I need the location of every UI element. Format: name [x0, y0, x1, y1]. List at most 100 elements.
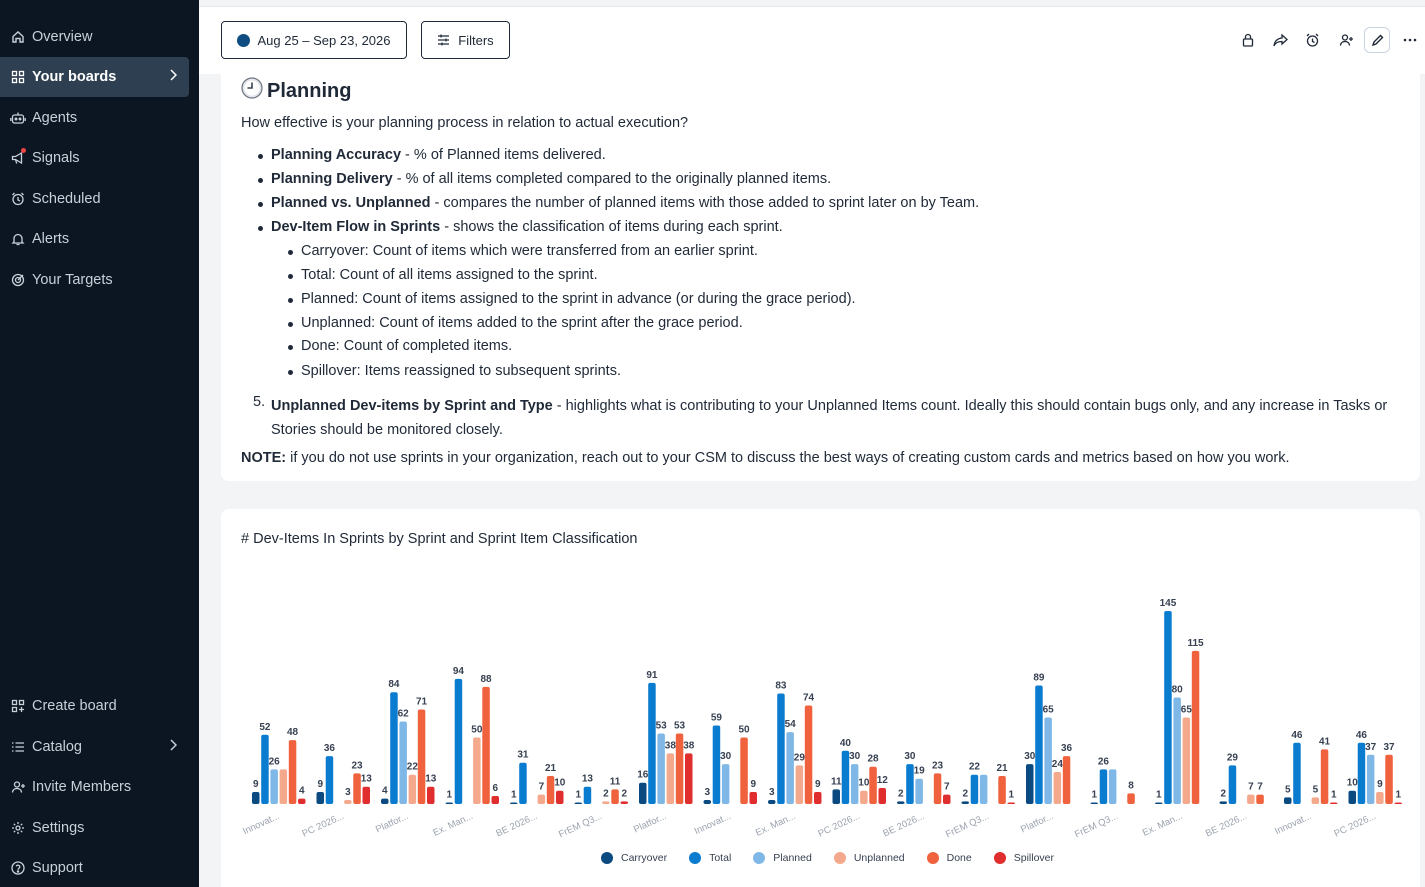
bar-planned[interactable] [721, 764, 730, 804]
bar-total[interactable] [1099, 769, 1108, 804]
bar-carryover[interactable] [768, 800, 776, 804]
bar-spillover[interactable] [362, 786, 371, 804]
bar-carryover[interactable] [445, 802, 454, 805]
bar-spillover[interactable] [685, 753, 693, 804]
bar-carryover[interactable] [897, 801, 905, 804]
bar-spillover[interactable] [427, 786, 435, 804]
bar-spillover[interactable] [814, 792, 822, 804]
bar-done[interactable] [1062, 756, 1071, 804]
sidebar-item-alerts[interactable]: Alerts [0, 219, 189, 259]
sidebar-item-catalog[interactable]: Catalog [0, 727, 189, 767]
bar-spillover[interactable] [1330, 802, 1338, 805]
bar-planned[interactable] [979, 774, 988, 804]
bar-unplanned[interactable] [602, 801, 610, 804]
bar-unplanned[interactable] [279, 769, 288, 804]
bar-carryover[interactable] [639, 782, 647, 804]
bar-carryover[interactable] [832, 789, 841, 804]
bar-done[interactable] [353, 773, 361, 804]
bar-done[interactable] [546, 776, 555, 804]
bar-unplanned[interactable] [795, 765, 804, 804]
bar-planned[interactable] [270, 769, 278, 804]
sidebar-item-support[interactable]: Support [0, 848, 189, 887]
bar-unplanned[interactable] [408, 774, 417, 804]
user-add-icon[interactable] [1336, 30, 1356, 50]
sidebar-item-overview[interactable]: Overview [0, 17, 189, 57]
sidebar-item-agents[interactable]: Agents [0, 98, 189, 138]
bar-done[interactable] [1256, 794, 1264, 804]
bar-carryover[interactable] [1284, 797, 1292, 804]
bar-done[interactable] [1320, 749, 1329, 804]
bar-total[interactable] [1357, 742, 1366, 804]
bar-spillover[interactable] [620, 801, 629, 804]
bar-total[interactable] [906, 764, 914, 804]
bar-unplanned[interactable] [537, 794, 546, 804]
bar-unplanned[interactable] [1247, 794, 1255, 804]
bar-done[interactable] [1127, 793, 1135, 804]
bar-carryover[interactable] [381, 798, 389, 804]
bar-unplanned[interactable] [344, 800, 352, 804]
bar-carryover[interactable] [1026, 764, 1034, 804]
sidebar-item-settings[interactable]: Settings [0, 808, 189, 848]
bar-carryover[interactable] [1348, 790, 1357, 804]
bar-done[interactable] [288, 740, 297, 804]
sidebar-item-create-board[interactable]: Create board [0, 686, 189, 726]
bar-total[interactable] [454, 678, 463, 804]
bar-done[interactable] [417, 709, 426, 804]
bar-unplanned[interactable] [1311, 797, 1320, 804]
bar-total[interactable] [261, 734, 269, 804]
lock-icon[interactable] [1238, 30, 1258, 50]
bar-carryover[interactable] [703, 800, 712, 804]
bar-carryover[interactable] [574, 802, 583, 805]
sidebar-item-your-boards[interactable]: Your boards [0, 57, 189, 97]
bar-total[interactable] [1228, 765, 1237, 804]
bar-spillover[interactable] [1007, 802, 1016, 805]
legend-item-spillover[interactable]: Spillover [993, 852, 1054, 864]
bar-done[interactable] [1191, 650, 1200, 804]
bar-unplanned[interactable] [1182, 717, 1191, 804]
bar-done[interactable] [998, 776, 1006, 804]
bar-spillover[interactable] [878, 788, 887, 804]
bar-total[interactable] [1035, 685, 1043, 804]
bar-unplanned[interactable] [860, 790, 868, 804]
date-range-button[interactable]: Aug 25 – Sep 23, 2026 [221, 21, 407, 59]
bar-done[interactable] [1385, 754, 1393, 804]
bar-spillover[interactable] [298, 798, 306, 804]
bar-carryover[interactable] [1219, 801, 1228, 804]
legend-item-carryover[interactable]: Carryover [601, 852, 667, 864]
bar-planned[interactable] [1108, 769, 1117, 804]
bar-total[interactable] [777, 693, 785, 804]
legend-item-planned[interactable]: Planned [753, 852, 812, 864]
bar-carryover[interactable] [252, 792, 260, 804]
bar-done[interactable] [869, 766, 877, 804]
bar-planned[interactable] [915, 778, 923, 804]
bar-planned[interactable] [786, 732, 794, 804]
bar-total[interactable] [712, 725, 721, 804]
bar-unplanned[interactable] [1376, 792, 1384, 804]
bar-total[interactable] [970, 774, 979, 804]
more-options-icon[interactable] [1400, 30, 1420, 50]
bar-done[interactable] [804, 705, 813, 804]
bar-planned[interactable] [657, 733, 665, 804]
bar-carryover[interactable] [1155, 802, 1163, 805]
bar-total[interactable] [390, 692, 398, 804]
bar-unplanned[interactable] [1053, 772, 1062, 804]
bar-carryover[interactable] [510, 802, 518, 805]
sidebar-item-scheduled[interactable]: Scheduled [0, 179, 189, 219]
bar-carryover[interactable] [316, 792, 325, 804]
bar-planned[interactable] [1173, 697, 1181, 804]
share-icon[interactable] [1270, 30, 1290, 50]
sidebar-item-your-targets[interactable]: Your Targets [0, 260, 189, 300]
bar-total[interactable] [583, 786, 592, 804]
bar-planned[interactable] [399, 721, 407, 804]
legend-item-unplanned[interactable]: Unplanned [833, 852, 905, 864]
bar-spillover[interactable] [556, 790, 564, 804]
filters-button[interactable]: Filters [421, 21, 510, 59]
bar-planned[interactable] [850, 764, 859, 804]
bar-done[interactable] [611, 789, 619, 804]
bar-spillover[interactable] [943, 794, 951, 804]
bar-spillover[interactable] [491, 796, 500, 804]
bar-unplanned[interactable] [666, 753, 675, 804]
bar-done[interactable] [675, 733, 684, 804]
sidebar-item-invite-members[interactable]: Invite Members [0, 767, 189, 807]
bar-carryover[interactable] [1090, 802, 1099, 805]
